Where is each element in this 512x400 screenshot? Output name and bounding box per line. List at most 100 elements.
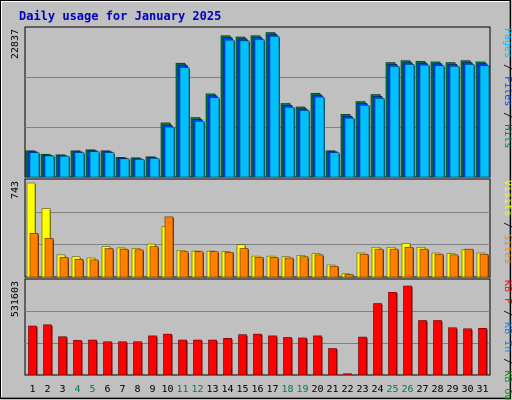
visits-bar-sites-day-7	[119, 248, 129, 278]
kbytes-bar-kb-f-day-3	[58, 336, 67, 376]
visits-bar-sites-day-12	[194, 251, 204, 278]
hits-legend-part-3: /	[502, 106, 512, 124]
hits-bar-pages-day-29	[449, 66, 460, 178]
hits-bar-pages-day-16	[254, 39, 265, 178]
x-tick-label-day-29: 29	[446, 384, 458, 395]
visits-bar-sites-day-23	[359, 253, 369, 278]
hits-legend-part-4: Hits	[502, 124, 512, 148]
visits-bar-sites-day-28	[434, 253, 444, 278]
visits-bar-sites-day-25	[389, 248, 399, 278]
kbytes-legend-part-4: KB Out	[502, 370, 512, 400]
hits-bar-pages-day-4	[74, 152, 85, 178]
kbytes-bar-kb-f-day-16	[253, 333, 262, 376]
x-tick-label-day-4: 4	[74, 384, 80, 395]
kbytes-bar-kb-f-day-1	[28, 325, 37, 376]
hits-legend-part-1: /	[502, 58, 512, 76]
visits-bar-sites-day-10	[164, 216, 174, 278]
x-tick-label-day-12: 12	[191, 384, 203, 395]
hits-bar-pages-day-10	[164, 126, 175, 178]
kbytes-bar-kb-f-day-22	[343, 373, 352, 376]
kbytes-series-legend: KB F / KB In / KB Out	[502, 280, 512, 400]
visits-bar-sites-day-30	[464, 248, 474, 278]
x-tick-label-day-26: 26	[401, 384, 413, 395]
hits-bar-pages-day-24	[374, 98, 385, 178]
hits-bar-pages-day-27	[419, 64, 430, 178]
x-tick-label-day-23: 23	[356, 384, 368, 395]
kbytes-bar-kb-f-day-15	[238, 334, 247, 376]
hits-bar-pages-day-3	[59, 155, 70, 178]
kbytes-bar-kb-f-day-24	[373, 303, 382, 376]
kbytes-bar-kb-f-day-6	[103, 341, 112, 376]
hits-bar-pages-day-8	[134, 159, 145, 178]
x-tick-label-day-14: 14	[221, 384, 233, 395]
kbytes-bar-kb-f-day-28	[433, 320, 442, 376]
x-tick-label-day-31: 31	[476, 384, 488, 395]
x-tick-label-day-13: 13	[206, 384, 218, 395]
visits-bar-sites-day-26	[404, 246, 414, 278]
kbytes-bar-kb-f-day-23	[358, 336, 367, 376]
kbytes-bar-kb-f-day-2	[43, 324, 52, 376]
kbytes-bar-kb-f-day-31	[478, 327, 487, 376]
visits-bar-sites-day-5	[89, 259, 99, 278]
x-tick-label-day-25: 25	[386, 384, 398, 395]
hits-bar-pages-day-14	[224, 39, 235, 178]
hits-panel: 22837 Pages / Files / Hits	[10, 26, 512, 178]
visits-legend-part-2: Sites	[502, 234, 512, 264]
kbytes-bar-kb-f-day-5	[88, 339, 97, 376]
visits-bar-sites-day-20	[314, 254, 324, 278]
visits-panel: 743 Visits / Sites	[10, 178, 512, 278]
kbytes-bar-kb-f-day-7	[118, 341, 127, 376]
hits-bar-pages-day-13	[209, 97, 220, 178]
x-tick-label-day-1: 1	[29, 384, 35, 395]
visits-max-value-label: 743	[10, 181, 21, 199]
x-tick-label-day-8: 8	[134, 384, 140, 395]
kbytes-bar-kb-f-day-19	[298, 337, 307, 376]
hits-bar-pages-day-11	[179, 67, 190, 178]
hits-bar-pages-day-12	[194, 121, 205, 178]
kbytes-bar-kb-f-day-25	[388, 291, 397, 376]
kbytes-legend-part-1: /	[502, 304, 512, 322]
x-tick-label-day-9: 9	[149, 384, 155, 395]
kbytes-bar-kb-f-day-14	[223, 338, 232, 376]
hits-bar-pages-day-23	[359, 105, 370, 178]
kbytes-panel: 531603 KB F / KB In / KB Out	[10, 278, 512, 400]
hits-bar-pages-day-31	[479, 65, 490, 178]
visits-bar-sites-day-21	[329, 265, 339, 278]
x-tick-label-day-24: 24	[371, 384, 383, 395]
visits-series-legend: Visits / Sites	[502, 180, 512, 264]
visits-bar-sites-day-19	[299, 256, 309, 278]
x-tick-label-day-16: 16	[251, 384, 263, 395]
x-tick-label-day-20: 20	[311, 384, 323, 395]
visits-bar-sites-day-6	[104, 248, 114, 278]
kbytes-bar-kb-f-day-13	[208, 339, 217, 376]
visits-bar-sites-day-4	[74, 258, 84, 278]
hits-bar-pages-day-20	[314, 96, 325, 178]
visits-bar-sites-day-18	[284, 257, 294, 278]
visits-bar-sites-day-13	[209, 251, 219, 278]
hits-bar-pages-day-6	[104, 152, 115, 178]
visits-bar-sites-day-1	[29, 233, 39, 278]
visits-bar-sites-day-22	[344, 274, 354, 278]
x-tick-label-day-27: 27	[416, 384, 428, 395]
kbytes-bar-kb-f-day-20	[313, 335, 322, 376]
x-tick-label-day-5: 5	[89, 384, 95, 395]
visits-legend-part-1: /	[502, 216, 512, 234]
visits-bar-sites-day-16	[254, 257, 264, 278]
hits-bar-pages-day-15	[239, 40, 250, 178]
kbytes-bar-kb-f-day-29	[448, 327, 457, 376]
visits-bar-sites-day-24	[374, 248, 384, 278]
kbytes-max-value-label: 531603	[10, 281, 21, 317]
x-tick-label-day-19: 19	[296, 384, 308, 395]
x-tick-label-day-10: 10	[161, 384, 173, 395]
kbytes-bar-kb-f-day-17	[268, 335, 277, 376]
hits-bar-pages-day-9	[149, 158, 160, 178]
x-tick-label-day-7: 7	[119, 384, 125, 395]
kbytes-bar-kb-f-day-27	[418, 320, 427, 376]
kbytes-bar-kb-f-day-30	[463, 328, 472, 376]
x-tick-label-day-17: 17	[266, 384, 278, 395]
x-tick-label-day-3: 3	[59, 384, 65, 395]
visits-bar-sites-day-11	[179, 251, 189, 278]
kbytes-bar-kb-f-day-12	[193, 339, 202, 376]
